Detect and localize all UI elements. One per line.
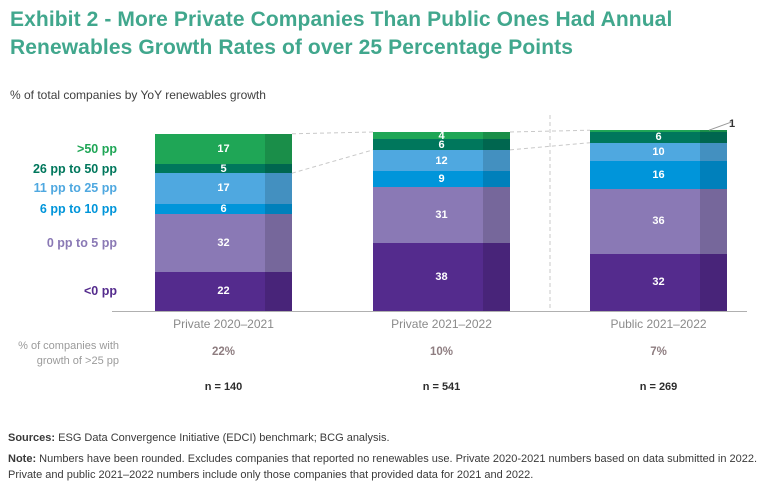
sources-line: Sources: ESG Data Convergence Initiative… bbox=[8, 431, 760, 445]
segment-value-label: 6 bbox=[438, 138, 445, 151]
segment-value-label: 10 bbox=[652, 145, 665, 158]
segment-value-label: 5 bbox=[220, 162, 227, 175]
segment-value-label: 32 bbox=[652, 276, 665, 289]
bar-segment-private-2021-2022-50-pp: 4 bbox=[373, 129, 510, 142]
outside-value-label: 1 bbox=[729, 118, 736, 131]
sources-text: ESG Data Convergence Initiative (EDCI) b… bbox=[58, 432, 390, 444]
legend-label-6-pp-to-10-pp: 6 pp to 10 pp bbox=[39, 201, 117, 216]
bar-segment-private-2020-2021-0-pp: 22 bbox=[155, 271, 292, 312]
summary-value-private-2020-2021: 22% bbox=[211, 346, 236, 358]
note-text: Numbers have been rounded. Excludes comp… bbox=[8, 453, 758, 481]
segment-value-label: 6 bbox=[220, 202, 227, 215]
segment-value-label: 36 bbox=[652, 215, 665, 228]
bar-segment-private-2020-2021-11-pp-to-25-pp: 17 bbox=[155, 173, 292, 205]
bar-segment-private-2021-2022-6-pp-to-10-pp: 9 bbox=[373, 171, 510, 188]
summary-value-private-2021-2022: 10% bbox=[429, 346, 454, 358]
legend-label-0-pp: <0 pp bbox=[84, 284, 117, 299]
bar-segment-public-2021-2022-26-pp-to-50-pp: 6 bbox=[590, 131, 727, 144]
bar-segment-private-2020-2021-0-pp-to-5-pp: 32 bbox=[155, 214, 292, 272]
chart-subtitle: % of total companies by YoY renewables g… bbox=[10, 88, 266, 102]
category-label-private-2021-2022: Private 2021–2022 bbox=[391, 317, 492, 331]
segment-value-label: 4 bbox=[438, 129, 445, 142]
segment-value-label: 16 bbox=[652, 168, 665, 181]
legend-label-11-pp-to-25-pp: 11 pp to 25 pp bbox=[33, 181, 117, 196]
legend-label-0-pp-to-5-pp: 0 pp to 5 pp bbox=[46, 235, 117, 250]
segment-value-label: 31 bbox=[435, 209, 448, 222]
summary-row-label: % of companies with growth of >25 pp bbox=[18, 340, 119, 367]
bar-segment-private-2020-2021-50-pp: 17 bbox=[155, 133, 292, 165]
segment-value-label: 22 bbox=[217, 285, 230, 298]
bar-segment-private-2020-2021-6-pp-to-10-pp: 6 bbox=[155, 202, 292, 215]
n-value-private-2020-2021: n = 140 bbox=[204, 381, 243, 393]
n-value-public-2021-2022: n = 269 bbox=[639, 381, 678, 393]
legend-label-26-pp-to-50-pp: 26 pp to 50 pp bbox=[32, 161, 117, 176]
bar-segment-private-2021-2022-0-pp: 38 bbox=[373, 242, 510, 311]
bar-segment-public-2021-2022-11-pp-to-25-pp: 10 bbox=[590, 142, 727, 161]
x-axis-line bbox=[112, 311, 747, 312]
legend-label-50-pp: >50 pp bbox=[77, 142, 117, 156]
segment-value-label: 12 bbox=[435, 154, 448, 167]
category-label-public-2021-2022: Public 2021–2022 bbox=[610, 317, 707, 331]
note-label: Note: bbox=[8, 453, 37, 465]
segment-value-label: 17 bbox=[217, 142, 230, 155]
segment-value-label: 32 bbox=[217, 236, 230, 249]
category-label-private-2020-2021: Private 2020–2021 bbox=[173, 317, 274, 331]
bar-segment-public-2021-2022-0-pp: 32 bbox=[590, 253, 727, 312]
bar-segment-private-2021-2022-26-pp-to-50-pp: 6 bbox=[373, 138, 510, 151]
bar-segment-private-2021-2022-11-pp-to-25-pp: 12 bbox=[373, 149, 510, 172]
segment-value-label: 6 bbox=[655, 131, 662, 144]
segment-value-label: 9 bbox=[438, 173, 445, 186]
segment-value-label: 17 bbox=[217, 182, 230, 195]
bar-segment-private-2020-2021-26-pp-to-50-pp: 5 bbox=[155, 162, 292, 175]
bar-segment-public-2021-2022-0-pp-to-5-pp: 36 bbox=[590, 189, 727, 255]
segment-value-label: 38 bbox=[435, 270, 448, 283]
n-value-private-2021-2022: n = 541 bbox=[422, 381, 461, 393]
note-line: Note: Numbers have been rounded. Exclude… bbox=[8, 451, 760, 483]
bar-segment-public-2021-2022-50-pp bbox=[590, 130, 727, 132]
sources-label: Sources: bbox=[8, 432, 56, 444]
summary-value-public-2021-2022: 7% bbox=[650, 346, 667, 358]
bar-segment-private-2021-2022-0-pp-to-5-pp: 31 bbox=[373, 187, 510, 244]
exhibit-title: Exhibit 2 - More Private Companies Than … bbox=[10, 8, 673, 59]
bar-segment-public-2021-2022-6-pp-to-10-pp: 16 bbox=[590, 160, 727, 190]
